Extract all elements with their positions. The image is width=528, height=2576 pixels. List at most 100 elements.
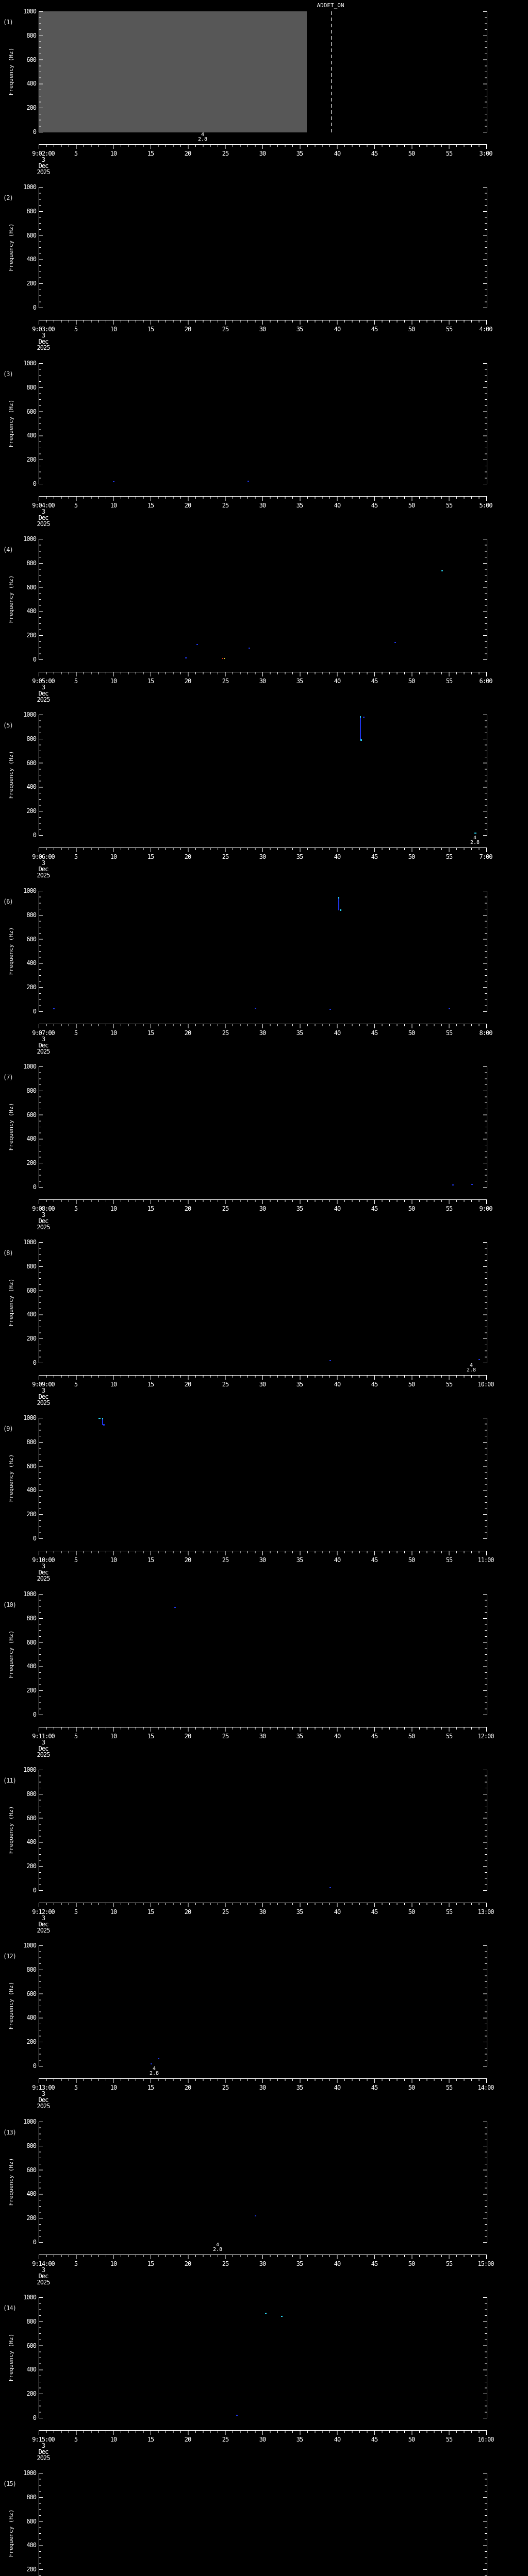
y-tick-label: 600 [26, 584, 37, 591]
y-tick-label: 600 [26, 1990, 37, 1997]
y-axis-major-ticks-left [39, 715, 43, 836]
data-speck [224, 658, 225, 659]
minute-tick-label: 10 [110, 150, 117, 157]
minute-tick-label: 45 [371, 502, 378, 509]
y-axis-minor-ticks-left [39, 2122, 41, 2243]
time-axis [39, 2430, 487, 2436]
minute-tick-label: 40 [334, 502, 341, 509]
minute-tick-label: 15 [147, 502, 154, 509]
event-marker-value: 2.8 [212, 2247, 223, 2252]
spectrogram-panel: (12) Frequency (Hz) 1000 800 600 400 200 0 4 2.… [0, 1934, 528, 2110]
minute-tick-label: 30 [259, 1381, 266, 1388]
time-axis [39, 1727, 487, 1733]
y-tick-label: 1000 [23, 8, 37, 15]
y-tick-label: 200 [26, 1687, 37, 1694]
date-label: 3 Dec 2025 [28, 1739, 59, 1758]
data-speck [441, 570, 443, 571]
y-tick-label: 1000 [23, 1414, 37, 1421]
start-time-label: 9:08:00 [32, 1205, 55, 1212]
date-line: 3 [41, 1914, 45, 1922]
minute-tick-label: 35 [296, 326, 303, 333]
date-line: 3 [41, 1036, 45, 1043]
data-streak [338, 897, 339, 911]
spectrogram-panel: (1) Frequency (Hz) ADDET_ON 1000 800 600 400… [0, 0, 528, 176]
minute-tick-label: 40 [334, 1205, 341, 1212]
y-tick-label: 800 [26, 1087, 37, 1094]
minute-tick-label: 55 [446, 1556, 453, 1564]
event-dashed-line [331, 11, 332, 132]
y-axis-minor-ticks-right [485, 2122, 487, 2243]
date-label: 3 Dec 2025 [28, 1563, 59, 1582]
y-axis-major-ticks-left [39, 187, 43, 308]
y-tick-label: 600 [26, 56, 37, 63]
minute-tick-label: 25 [222, 2084, 229, 2091]
minute-tick-label: 45 [371, 1908, 378, 1916]
date-line: 2025 [37, 2279, 51, 2286]
minute-tick-label: 50 [408, 1908, 415, 1916]
plot-area [39, 11, 487, 132]
minute-tick-label: 10 [110, 1556, 117, 1564]
y-tick-label: 800 [26, 1966, 37, 1973]
y-tick-label: 800 [26, 735, 37, 742]
time-axis-major-ticks [39, 2431, 487, 2435]
minute-tick-label: 35 [296, 677, 303, 685]
y-tick-label: 400 [26, 783, 37, 790]
start-time-label: 9:05:00 [32, 677, 55, 685]
y-tick-label: 1000 [23, 1239, 37, 1246]
y-axis-minor-ticks-right [485, 1770, 487, 1891]
data-speck [222, 658, 223, 659]
data-speck [248, 481, 249, 482]
date-line: 2025 [37, 872, 51, 879]
y-tick-label: 400 [26, 2366, 37, 2373]
data-speck [474, 833, 476, 834]
minute-tick-label: 5 [74, 1205, 78, 1212]
minute-tick-label: 30 [259, 853, 266, 860]
minute-tick-label: 55 [446, 1381, 453, 1388]
start-time-label: 9:10:00 [32, 1556, 55, 1564]
y-axis-minor-ticks-right [485, 539, 487, 660]
panel-index-label: (10) [3, 1601, 16, 1608]
y-axis-minor-ticks-right [485, 1242, 487, 1363]
y-tick-label: 400 [26, 1135, 37, 1142]
time-axis-major-ticks [39, 848, 487, 852]
minute-tick-label: 25 [222, 1029, 229, 1037]
date-line: Dec [38, 690, 49, 697]
start-time-label: 9:07:00 [32, 1029, 55, 1037]
minute-tick-label: 50 [408, 1556, 415, 1564]
minute-tick-label: 15 [147, 150, 154, 157]
y-axis-major-ticks-left [39, 891, 43, 1012]
plot-area [39, 2297, 487, 2418]
minute-tick-label: 50 [408, 150, 415, 157]
spectrogram-panel: (8) Frequency (Hz) 1000 800 600 400 200 0 4 2.8… [0, 1231, 528, 1406]
start-time-label: 9:13:00 [32, 2084, 55, 2091]
minute-tick-label: 45 [371, 1381, 378, 1388]
minute-tick-label: 15 [147, 853, 154, 860]
plot-area [39, 2473, 487, 2576]
y-tick-label: 800 [26, 1438, 37, 1446]
plot-area [39, 1242, 487, 1363]
spectrogram-panel: (5) Frequency (Hz) 1000 800 600 400 200 0 4 2.8… [0, 703, 528, 879]
minute-tick-label: 10 [110, 2084, 117, 2091]
minute-tick-label: 40 [334, 1029, 341, 1037]
panel-index-label: (11) [3, 1777, 16, 1784]
y-tick-label: 1000 [23, 1063, 37, 1070]
time-axis [39, 1903, 487, 1908]
time-axis [39, 1551, 487, 1556]
minute-tick-label: 50 [408, 2436, 415, 2443]
date-line: Dec [38, 866, 49, 873]
end-time-label: 6:00 [479, 677, 493, 685]
y-axis-major-ticks-left [39, 1945, 43, 2066]
y-tick-label: 1000 [23, 2294, 37, 2301]
y-tick-label: 400 [26, 432, 37, 439]
minute-tick-label: 25 [222, 1205, 229, 1212]
minute-tick-label: 40 [334, 853, 341, 860]
minute-tick-label: 35 [296, 502, 303, 509]
minute-tick-label: 30 [259, 2436, 266, 2443]
spectrogram-panel: (10) Frequency (Hz) 1000 800 600 400 200 0 9:1… [0, 1583, 528, 1758]
end-time-label: 8:00 [479, 1029, 493, 1037]
minute-tick-label: 10 [110, 1381, 117, 1388]
y-tick-label: 1000 [23, 535, 37, 543]
end-time-label: 15:00 [477, 2260, 494, 2267]
minute-tick-label: 30 [259, 1205, 266, 1212]
event-marker: 4 2.8 [206, 2243, 229, 2252]
